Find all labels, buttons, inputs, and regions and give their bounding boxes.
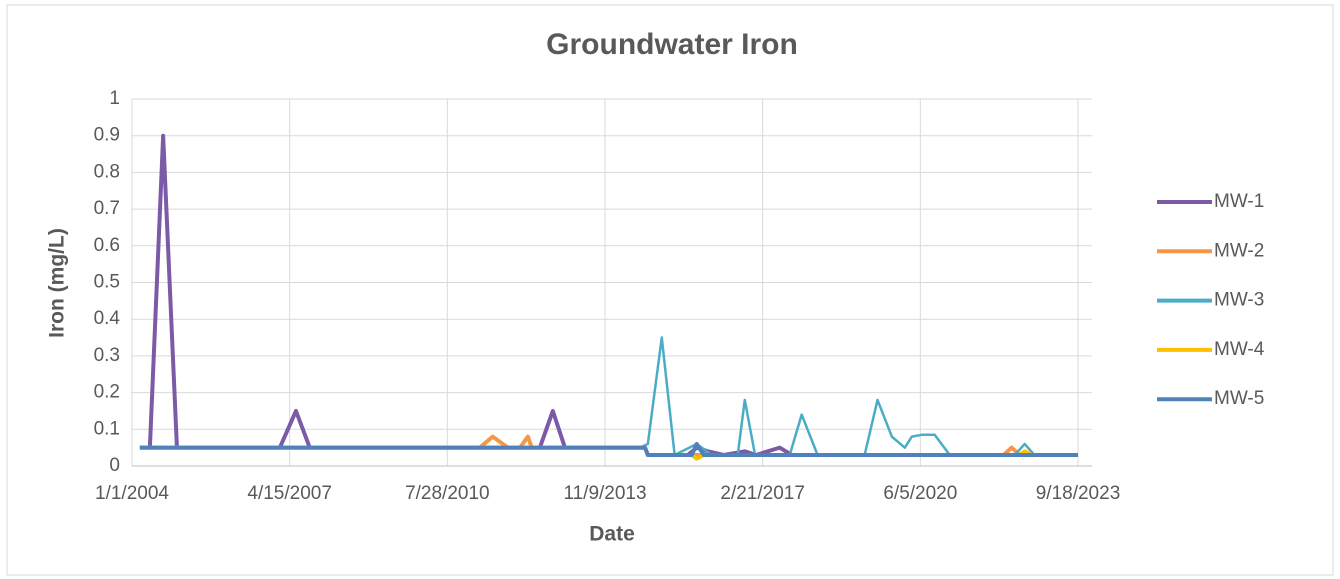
y-tick-label: 0.2 bbox=[94, 382, 120, 403]
chart-title: Groundwater Iron bbox=[546, 28, 798, 61]
y-axis-label: Iron (mg/L) bbox=[46, 228, 69, 338]
y-tick-label: 1 bbox=[109, 88, 120, 109]
legend-label: MW-4 bbox=[1214, 339, 1265, 360]
y-tick-label: 0.8 bbox=[94, 161, 120, 182]
legend-label: MW-1 bbox=[1214, 191, 1264, 212]
x-tick-label: 4/15/2007 bbox=[247, 483, 332, 504]
y-tick-label: 0.9 bbox=[94, 125, 120, 146]
y-tick-label: 0.1 bbox=[94, 418, 120, 439]
y-tick-label: 0.4 bbox=[94, 308, 121, 329]
x-axis-label: Date bbox=[589, 523, 635, 546]
x-tick-label: 6/5/2020 bbox=[883, 483, 957, 504]
legend-label: MW-2 bbox=[1214, 240, 1264, 261]
y-tick-label: 0.7 bbox=[94, 198, 120, 219]
y-tick-label: 0.3 bbox=[94, 345, 120, 366]
line-series bbox=[139, 441, 1078, 457]
legend-label: MW-3 bbox=[1214, 290, 1264, 311]
x-tick-label: 9/18/2023 bbox=[1036, 483, 1121, 504]
y-tick-label: 0.6 bbox=[94, 235, 120, 256]
legend-label: MW-5 bbox=[1214, 388, 1264, 409]
x-tick-label: 1/1/2004 bbox=[95, 483, 169, 504]
x-tick-label: 2/21/2017 bbox=[720, 483, 805, 504]
x-tick-label: 11/9/2013 bbox=[563, 483, 646, 504]
y-tick-label: 0.5 bbox=[94, 272, 120, 293]
x-tick-label: 7/28/2010 bbox=[405, 483, 490, 504]
y-tick-label: 0 bbox=[109, 455, 120, 476]
chart-border bbox=[6, 4, 1334, 576]
